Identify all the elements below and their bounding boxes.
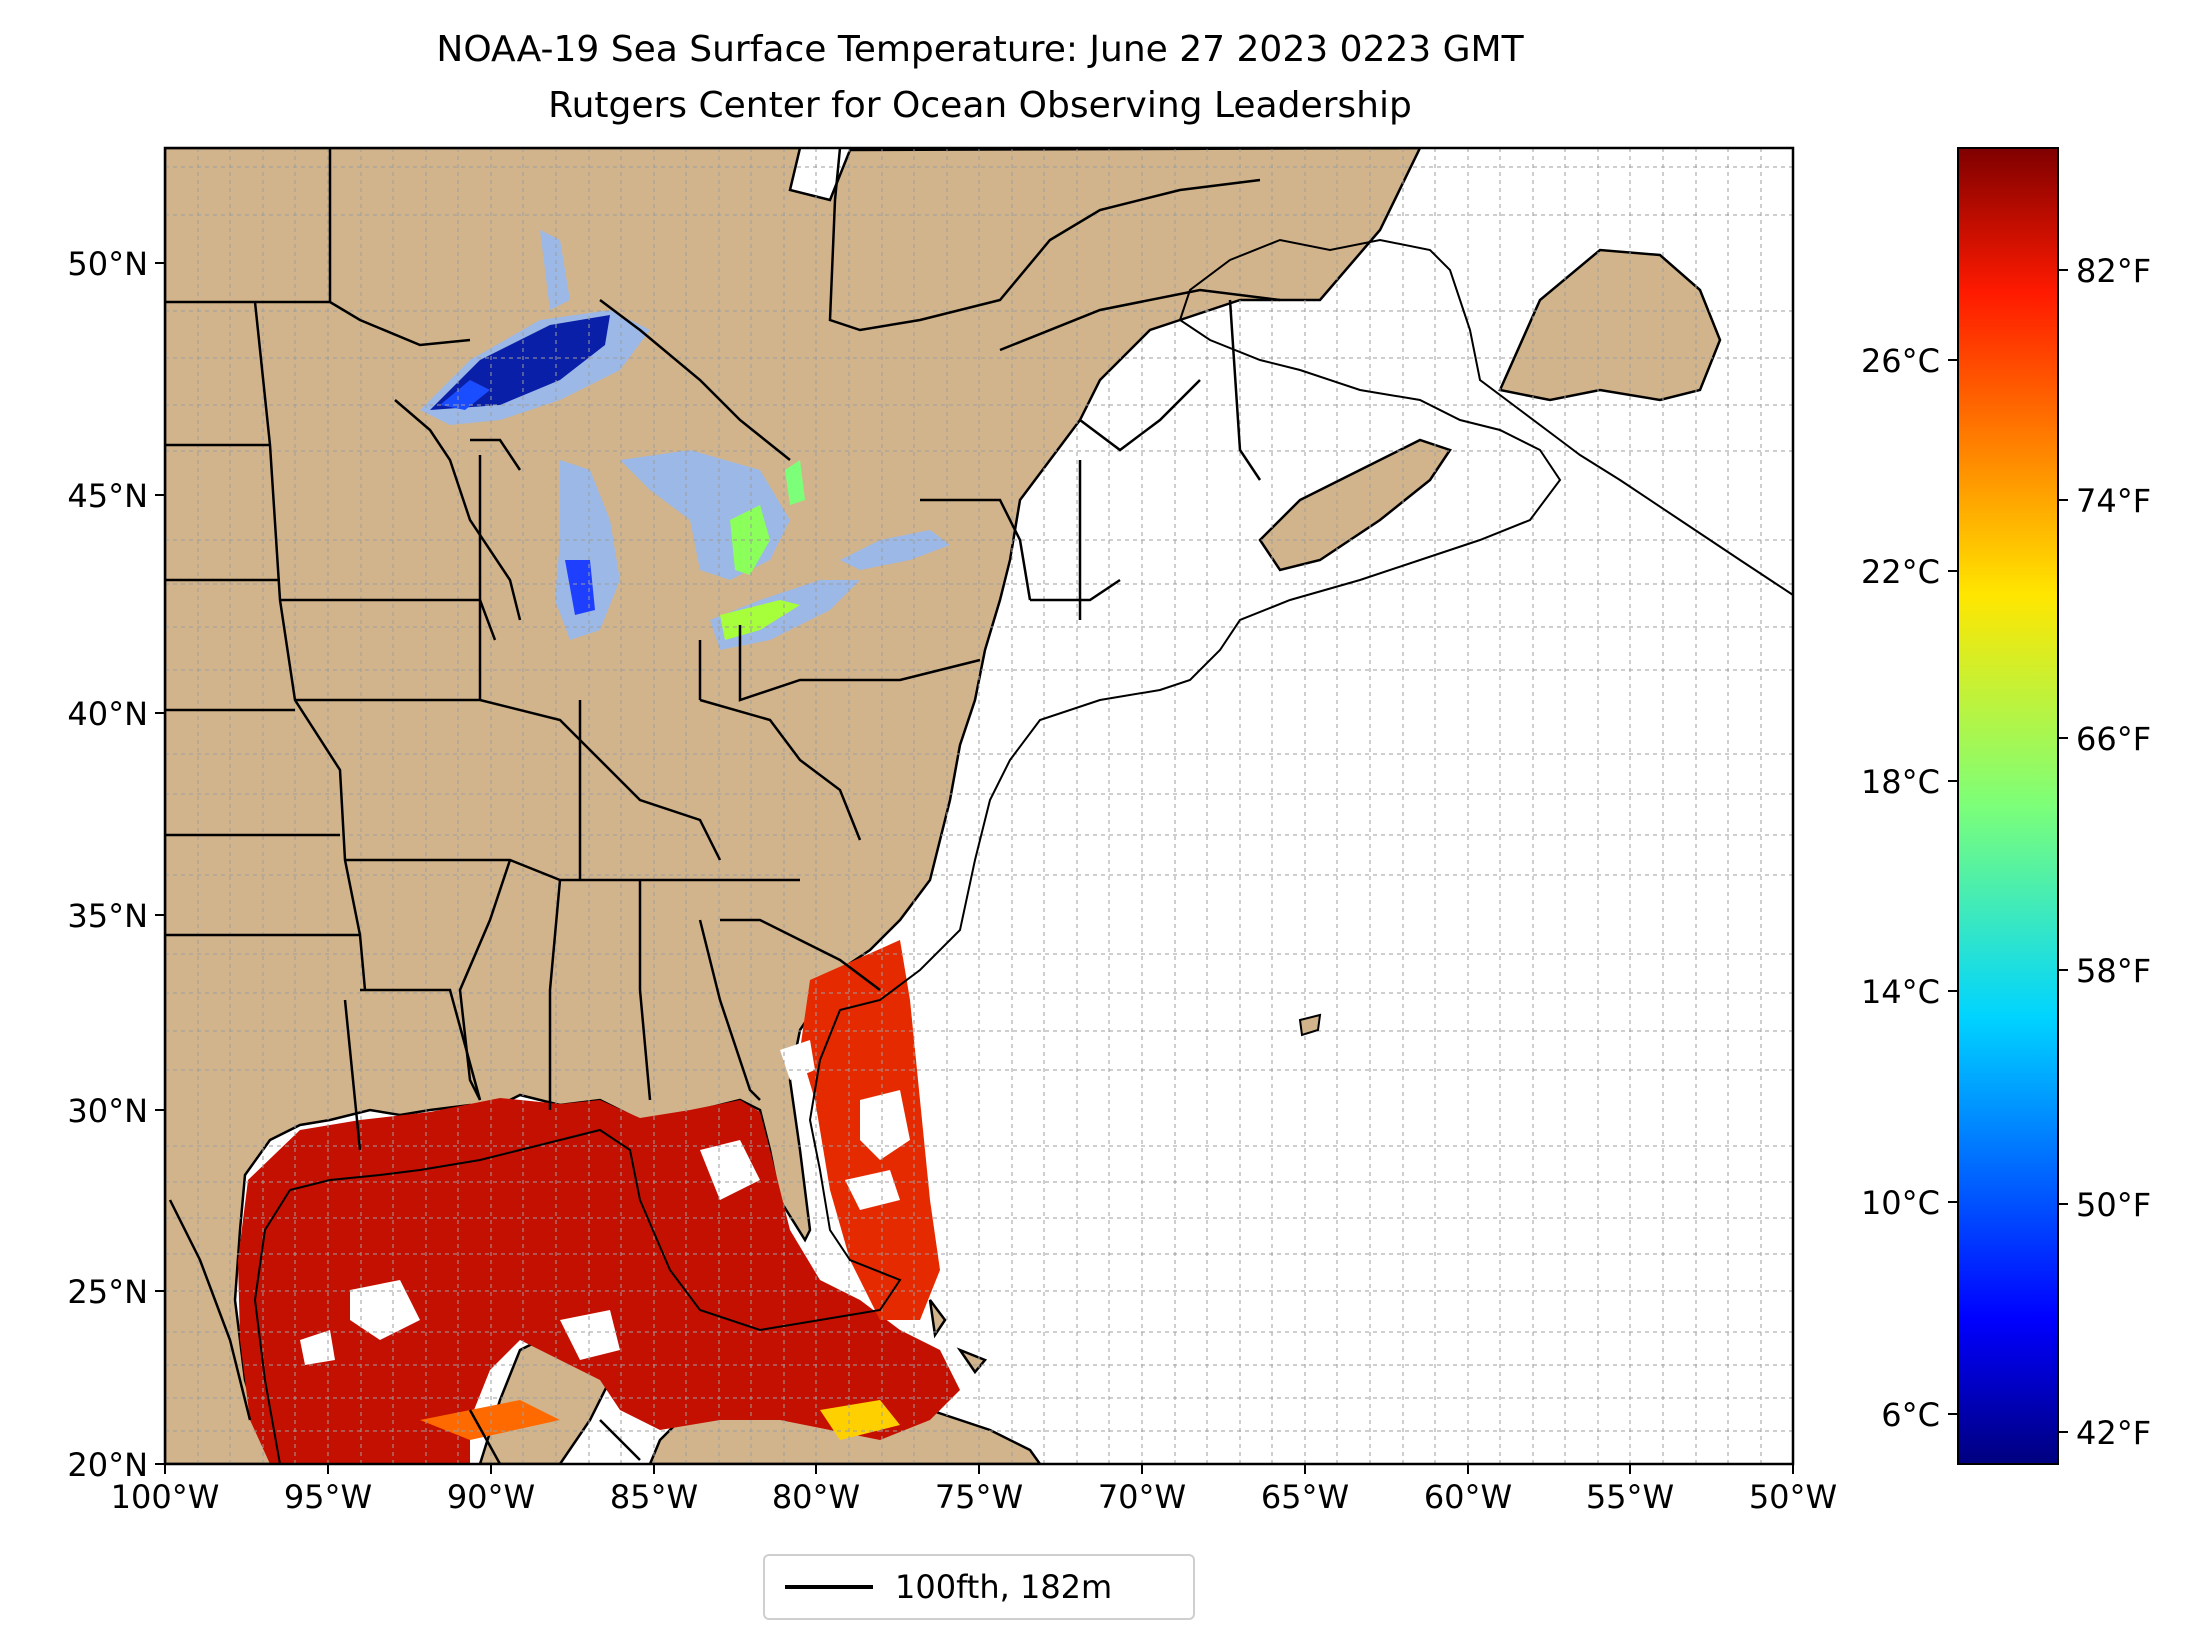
lat-tick-label: 25°N: [67, 1273, 148, 1311]
newfoundland-land: [1498, 248, 1722, 402]
fahrenheit-tick-label: 66°F: [2076, 720, 2151, 758]
colorbar: [1957, 147, 2059, 1465]
fahrenheit-tick-label: 42°F: [2076, 1414, 2151, 1452]
lon-tick-label: 70°W: [1098, 1478, 1186, 1516]
fahrenheit-tick-label: 58°F: [2076, 952, 2151, 990]
lon-tick-label: 90°W: [447, 1478, 535, 1516]
lake-ontario: [840, 530, 950, 570]
map-subtitle: Rutgers Center for Ocean Observing Leade…: [548, 85, 1412, 126]
lat-tick-label: 20°N: [67, 1446, 148, 1484]
celsius-tick-label: 26°C: [1861, 342, 1940, 380]
lake-michigan: [555, 460, 620, 640]
lon-tick-label: 100°W: [111, 1478, 220, 1516]
celsius-tick-label: 18°C: [1861, 763, 1940, 801]
lat-tick-label: 40°N: [67, 695, 148, 733]
gulf-sst-data: [238, 940, 960, 1464]
lon-tick-label: 55°W: [1586, 1478, 1674, 1516]
legend-label: 100fth, 182m: [895, 1568, 1113, 1606]
lat-tick-label: 30°N: [67, 1092, 148, 1130]
lake-winnipeg-area: [540, 230, 570, 310]
lat-tick-label: 35°N: [67, 897, 148, 935]
fahrenheit-tick-label: 50°F: [2076, 1186, 2151, 1224]
lon-axis-ticks: [164, 1464, 1794, 1474]
celsius-tick-label: 10°C: [1861, 1184, 1940, 1222]
lat-tick-label: 45°N: [67, 477, 148, 515]
bathymetry-100fth-contour: [253, 238, 1793, 1464]
colorbar-fahrenheit-ticks: [2058, 269, 2068, 1433]
lon-axis-labels: 100°W 95°W 90°W 85°W 80°W 75°W 70°W 65°W…: [111, 1478, 1838, 1516]
celsius-tick-label: 22°C: [1861, 553, 1940, 591]
map-gridlines: [165, 148, 1793, 1464]
fahrenheit-tick-label: 74°F: [2076, 482, 2151, 520]
lat-axis-ticks: [155, 262, 165, 1465]
bermuda-land: [1298, 1013, 1322, 1037]
lat-tick-label: 50°N: [67, 245, 148, 283]
lon-tick-label: 50°W: [1749, 1478, 1837, 1516]
lon-tick-label: 85°W: [610, 1478, 698, 1516]
political-borders: [165, 148, 1281, 1464]
colorbar-celsius-ticks: [1948, 359, 1958, 1415]
lon-tick-label: 60°W: [1424, 1478, 1512, 1516]
nova-scotia-land: [1258, 438, 1452, 572]
celsius-tick-label: 6°C: [1881, 1396, 1940, 1434]
lon-tick-label: 95°W: [284, 1478, 372, 1516]
colorbar-fahrenheit-labels: 42°F 50°F 58°F 66°F 74°F 82°F: [2076, 252, 2151, 1452]
map-legend: 100fth, 182m: [763, 1554, 1195, 1620]
map-title: NOAA-19 Sea Surface Temperature: June 27…: [436, 29, 1524, 70]
colorbar-celsius-labels: 6°C 10°C 14°C 18°C 22°C 26°C: [1861, 342, 1940, 1434]
lon-tick-label: 65°W: [1261, 1478, 1349, 1516]
lon-tick-label: 80°W: [772, 1478, 860, 1516]
lon-tick-label: 75°W: [935, 1478, 1023, 1516]
fahrenheit-tick-label: 82°F: [2076, 252, 2151, 290]
celsius-tick-label: 14°C: [1861, 973, 1940, 1011]
legend-line-swatch: [785, 1585, 873, 1589]
lat-axis-labels: 20°N 25°N 30°N 35°N 40°N 45°N 50°N: [67, 245, 148, 1484]
